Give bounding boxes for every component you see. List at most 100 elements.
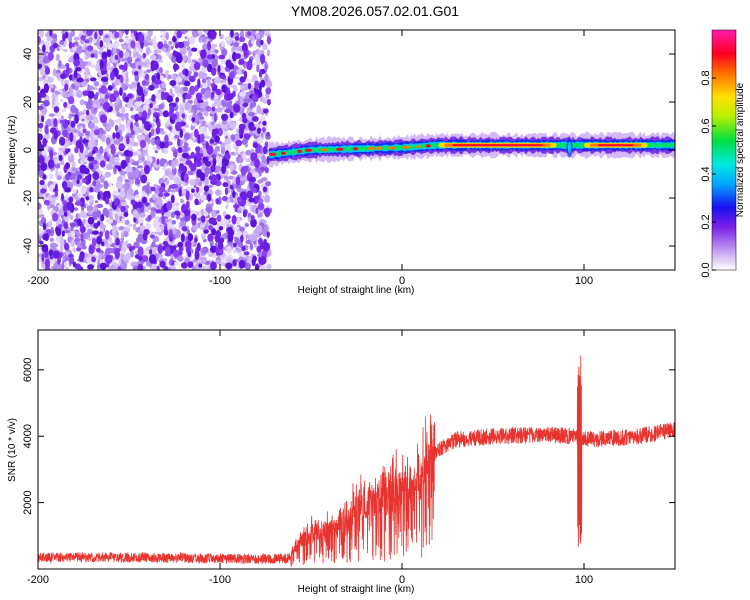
- noise-cell: [186, 186, 193, 191]
- noise-cell: [237, 252, 242, 256]
- noise-cell: [112, 47, 117, 56]
- noise-peak: [175, 96, 180, 103]
- noise-cell: [90, 64, 96, 68]
- noise-peak: [130, 245, 136, 251]
- noise-cell: [199, 108, 205, 112]
- noise-peak: [52, 250, 60, 259]
- noise-cell: [159, 256, 164, 260]
- noise-cell: [129, 63, 133, 67]
- noise-peak: [184, 93, 192, 100]
- noise-peak: [72, 261, 77, 268]
- noise-cell: [92, 211, 98, 219]
- noise-cell: [226, 245, 232, 255]
- snr-frame: [37, 329, 676, 570]
- noise-peak: [166, 95, 174, 103]
- noise-peak: [65, 173, 71, 181]
- noise-cell: [204, 89, 212, 99]
- noise-peak: [41, 253, 45, 263]
- noise-peak: [218, 54, 226, 60]
- noise-peak: [99, 114, 108, 124]
- noise-peak: [40, 188, 47, 194]
- noise-cell: [169, 174, 175, 180]
- noise-peak: [42, 137, 47, 148]
- noise-cell: [99, 93, 105, 98]
- colorbar-label: Normalized spectral amplitude: [735, 82, 746, 217]
- noise-peak: [154, 79, 162, 85]
- noise-cell: [101, 136, 106, 143]
- noise-peak: [243, 165, 249, 170]
- noise-peak: [235, 139, 243, 147]
- noise-peak: [230, 30, 234, 38]
- noise-cell: [46, 37, 54, 42]
- noise-peak: [49, 30, 53, 37]
- noise-cell: [145, 224, 152, 228]
- spectrogram-x-axis-label: Height of straight line (km): [298, 285, 415, 296]
- noise-cell: [105, 134, 112, 139]
- noise-cell: [115, 180, 123, 189]
- noise-peak: [61, 180, 68, 189]
- noise-cell: [86, 135, 90, 141]
- noise-cell: [41, 183, 48, 190]
- noise-peak: [189, 85, 196, 96]
- noise-cell: [145, 35, 152, 42]
- x-tick-label: 0: [399, 275, 405, 287]
- noise-cell: [234, 237, 240, 245]
- noise-peak: [77, 266, 84, 270]
- noise-cell: [108, 209, 112, 219]
- noise-cell: [258, 30, 265, 36]
- noise-peak: [101, 76, 109, 83]
- noise-cell: [118, 38, 124, 43]
- noise-peak: [179, 250, 183, 256]
- noise-peak: [120, 205, 126, 213]
- noise-cell: [87, 237, 92, 241]
- noise-cell: [266, 263, 272, 270]
- noise-peak: [169, 80, 177, 87]
- noise-cell: [182, 182, 187, 187]
- noise-cell: [58, 60, 62, 68]
- noise-cell: [221, 119, 227, 125]
- noise-peak: [173, 63, 177, 72]
- noise-peak: [262, 108, 269, 114]
- snr-y-axis-label: SNR (10 * v/v): [7, 418, 18, 482]
- noise-cell: [131, 151, 138, 157]
- noise-peak: [130, 121, 134, 131]
- noise-cell: [249, 34, 255, 41]
- noise-peak: [159, 141, 166, 149]
- noise-peak: [138, 256, 143, 261]
- noise-cell: [183, 40, 190, 47]
- noise-cell: [119, 196, 126, 201]
- y-tick-label: 40: [22, 48, 34, 60]
- noise-peak: [260, 39, 264, 46]
- noise-cell: [172, 73, 177, 82]
- x-tick-label: -200: [27, 275, 49, 287]
- noise-peak: [94, 31, 98, 40]
- noise-cell: [161, 82, 166, 89]
- noise-peak: [77, 218, 82, 227]
- noise-cell: [156, 197, 163, 206]
- noise-peak: [101, 241, 105, 247]
- noise-cell: [201, 233, 206, 240]
- noise-peak: [250, 218, 257, 228]
- noise-cell: [41, 150, 48, 156]
- noise-cell: [264, 62, 268, 71]
- noise-peak: [254, 264, 260, 270]
- noise-peak: [194, 86, 199, 92]
- noise-peak: [44, 124, 49, 135]
- noise-cell: [152, 250, 157, 255]
- noise-peak: [211, 54, 215, 59]
- noise-cell: [232, 249, 237, 254]
- noise-peak: [184, 68, 189, 77]
- noise-peak: [68, 96, 75, 105]
- noise-peak: [107, 85, 113, 91]
- noise-peak: [48, 249, 54, 257]
- noise-peak: [260, 79, 266, 88]
- noise-cell: [62, 255, 66, 261]
- noise-cell: [79, 111, 83, 116]
- noise-peak: [243, 133, 251, 140]
- noise-peak: [210, 83, 214, 88]
- noise-peak: [92, 171, 100, 181]
- noise-cell: [254, 167, 262, 172]
- noise-peak: [207, 41, 211, 51]
- noise-peak: [180, 262, 188, 269]
- noise-peak: [169, 104, 175, 115]
